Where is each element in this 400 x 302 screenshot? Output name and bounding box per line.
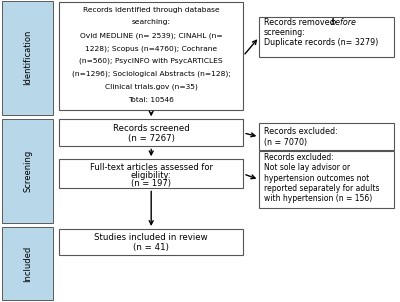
- Text: Clinical trials.gov (n=35): Clinical trials.gov (n=35): [105, 84, 198, 90]
- Text: (n = 7267): (n = 7267): [128, 134, 175, 143]
- Text: Not sole lay advisor or: Not sole lay advisor or: [264, 163, 350, 172]
- Text: (n=560); PsycINFO with PsycARTICLES: (n=560); PsycINFO with PsycARTICLES: [79, 58, 223, 64]
- Text: Records screened: Records screened: [113, 124, 190, 133]
- FancyBboxPatch shape: [59, 2, 243, 110]
- Text: reported separately for adults: reported separately for adults: [264, 184, 380, 193]
- Text: Studies included in review: Studies included in review: [94, 233, 208, 243]
- Text: 1228); Scopus (n=4760); Cochrane: 1228); Scopus (n=4760); Cochrane: [85, 45, 217, 52]
- FancyBboxPatch shape: [2, 119, 53, 223]
- FancyBboxPatch shape: [59, 119, 243, 146]
- Text: Ovid MEDLINE (n= 2539); CINAHL (n=: Ovid MEDLINE (n= 2539); CINAHL (n=: [80, 32, 222, 39]
- Text: before: before: [331, 18, 357, 27]
- Text: Screening: Screening: [23, 150, 32, 192]
- Text: (n=1296); Sociological Abstracts (n=128);: (n=1296); Sociological Abstracts (n=128)…: [72, 71, 231, 77]
- Text: Full-text articles assessed for: Full-text articles assessed for: [90, 163, 213, 172]
- Text: hypertension outcomes not: hypertension outcomes not: [264, 174, 369, 183]
- Text: (n = 41): (n = 41): [133, 243, 169, 252]
- Text: Total: 10546: Total: 10546: [128, 97, 174, 103]
- Text: Identification: Identification: [23, 30, 32, 85]
- Text: (n = 7070): (n = 7070): [264, 138, 307, 147]
- Text: Records identified through database: Records identified through database: [83, 7, 220, 12]
- Text: eligibility:: eligibility:: [131, 171, 172, 180]
- FancyBboxPatch shape: [259, 17, 394, 57]
- FancyBboxPatch shape: [59, 229, 243, 255]
- Text: (n = 197): (n = 197): [131, 179, 171, 188]
- FancyBboxPatch shape: [59, 159, 243, 188]
- Text: Duplicate records (n= 3279): Duplicate records (n= 3279): [264, 38, 378, 47]
- Text: Records removed: Records removed: [264, 18, 337, 27]
- FancyBboxPatch shape: [2, 1, 53, 115]
- Text: with hypertension (n = 156): with hypertension (n = 156): [264, 194, 372, 204]
- Text: screening:: screening:: [264, 28, 306, 37]
- FancyBboxPatch shape: [2, 226, 53, 300]
- FancyBboxPatch shape: [259, 151, 394, 208]
- Text: searching:: searching:: [132, 19, 171, 25]
- FancyBboxPatch shape: [259, 123, 394, 150]
- Text: Included: Included: [23, 245, 32, 282]
- Text: Records excluded:: Records excluded:: [264, 127, 338, 136]
- Text: Records excluded:: Records excluded:: [264, 153, 334, 162]
